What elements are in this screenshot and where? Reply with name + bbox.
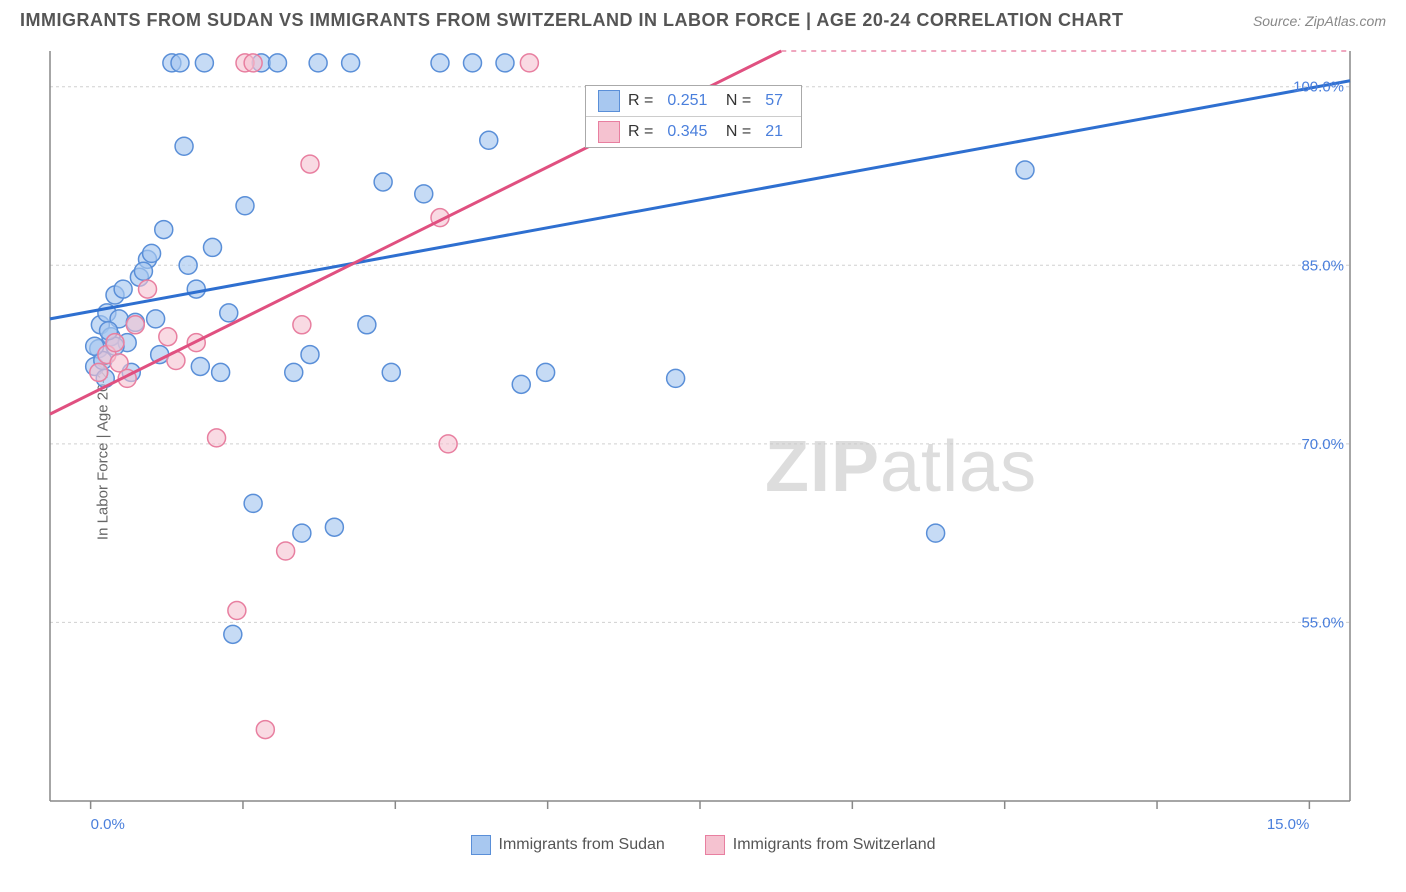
scatter-point-switzerland xyxy=(244,54,262,72)
scatter-point-switzerland xyxy=(106,334,124,352)
chart-container: In Labor Force | Age 20-24 55.0%70.0%85.… xyxy=(0,41,1406,861)
scatter-point-sudan xyxy=(212,363,230,381)
svg-text:100.0%: 100.0% xyxy=(1293,79,1344,96)
legend-item-switzerland: Immigrants from Switzerland xyxy=(705,835,936,855)
corr-row-switzerland: R = 0.345 N = 21 xyxy=(586,117,801,147)
legend: Immigrants from Sudan Immigrants from Swi… xyxy=(0,835,1406,855)
scatter-point-switzerland xyxy=(301,155,319,173)
r-value: 0.345 xyxy=(667,123,707,141)
scatter-point-switzerland xyxy=(293,316,311,334)
scatter-point-sudan xyxy=(179,256,197,274)
n-label: N = xyxy=(721,123,751,141)
scatter-point-sudan xyxy=(431,54,449,72)
scatter-point-sudan xyxy=(927,524,945,542)
scatter-point-switzerland xyxy=(90,363,108,381)
scatter-point-switzerland xyxy=(139,280,157,298)
scatter-point-sudan xyxy=(187,280,205,298)
r-value: 0.251 xyxy=(667,92,707,110)
svg-text:55.0%: 55.0% xyxy=(1301,614,1344,631)
scatter-point-sudan xyxy=(293,524,311,542)
scatter-point-sudan xyxy=(191,357,209,375)
legend-label: Immigrants from Switzerland xyxy=(733,836,936,854)
legend-item-sudan: Immigrants from Sudan xyxy=(471,835,665,855)
scatter-point-sudan xyxy=(325,518,343,536)
r-label: R = xyxy=(628,92,653,110)
scatter-point-sudan xyxy=(224,625,242,643)
scatter-point-sudan xyxy=(358,316,376,334)
n-label: N = xyxy=(721,92,751,110)
swatch-icon xyxy=(471,835,491,855)
swatch-icon xyxy=(705,835,725,855)
scatter-point-sudan xyxy=(244,494,262,512)
scatter-point-sudan xyxy=(195,54,213,72)
scatter-point-sudan xyxy=(143,244,161,262)
scatter-point-sudan xyxy=(155,221,173,239)
scatter-point-sudan xyxy=(374,173,392,191)
scatter-point-sudan xyxy=(269,54,287,72)
scatter-point-sudan xyxy=(480,131,498,149)
swatch-icon xyxy=(598,90,620,112)
scatter-point-sudan xyxy=(114,280,132,298)
chart-title: IMMIGRANTS FROM SUDAN VS IMMIGRANTS FROM… xyxy=(20,10,1124,31)
scatter-plot: 55.0% 70.0% 85.0% 100.0% 0.0% 15.0% xyxy=(40,41,1406,861)
scatter-point-switzerland xyxy=(439,435,457,453)
scatter-point-sudan xyxy=(512,375,530,393)
scatter-point-sudan xyxy=(171,54,189,72)
scatter-point-sudan xyxy=(301,346,319,364)
scatter-point-switzerland xyxy=(256,721,274,739)
scatter-point-sudan xyxy=(342,54,360,72)
scatter-point-sudan xyxy=(236,197,254,215)
n-value: 57 xyxy=(765,92,783,110)
scatter-point-switzerland xyxy=(228,602,246,620)
swatch-icon xyxy=(598,121,620,143)
scatter-point-switzerland xyxy=(126,316,144,334)
corr-row-sudan: R = 0.251 N = 57 xyxy=(586,86,801,117)
scatter-point-sudan xyxy=(537,363,555,381)
scatter-point-sudan xyxy=(204,238,222,256)
scatter-point-sudan xyxy=(285,363,303,381)
n-value: 21 xyxy=(765,123,783,141)
scatter-point-switzerland xyxy=(277,542,295,560)
scatter-point-sudan xyxy=(175,137,193,155)
svg-text:15.0%: 15.0% xyxy=(1267,816,1310,833)
scatter-point-sudan xyxy=(220,304,238,322)
legend-label: Immigrants from Sudan xyxy=(499,836,665,854)
scatter-point-sudan xyxy=(464,54,482,72)
scatter-point-switzerland xyxy=(159,328,177,346)
svg-text:0.0%: 0.0% xyxy=(91,816,125,833)
scatter-point-switzerland xyxy=(520,54,538,72)
scatter-point-sudan xyxy=(309,54,327,72)
scatter-point-sudan xyxy=(415,185,433,203)
correlation-legend: R = 0.251 N = 57 R = 0.345 N = 21 xyxy=(585,85,802,148)
scatter-point-sudan xyxy=(667,369,685,387)
scatter-point-sudan xyxy=(1016,161,1034,179)
scatter-point-sudan xyxy=(496,54,514,72)
title-bar: IMMIGRANTS FROM SUDAN VS IMMIGRANTS FROM… xyxy=(0,0,1406,41)
scatter-point-sudan xyxy=(147,310,165,328)
svg-text:85.0%: 85.0% xyxy=(1301,257,1344,274)
scatter-point-sudan xyxy=(134,262,152,280)
r-label: R = xyxy=(628,123,653,141)
source-attribution: Source: ZipAtlas.com xyxy=(1253,13,1386,29)
scatter-point-switzerland xyxy=(208,429,226,447)
svg-text:70.0%: 70.0% xyxy=(1301,436,1344,453)
scatter-point-sudan xyxy=(382,363,400,381)
